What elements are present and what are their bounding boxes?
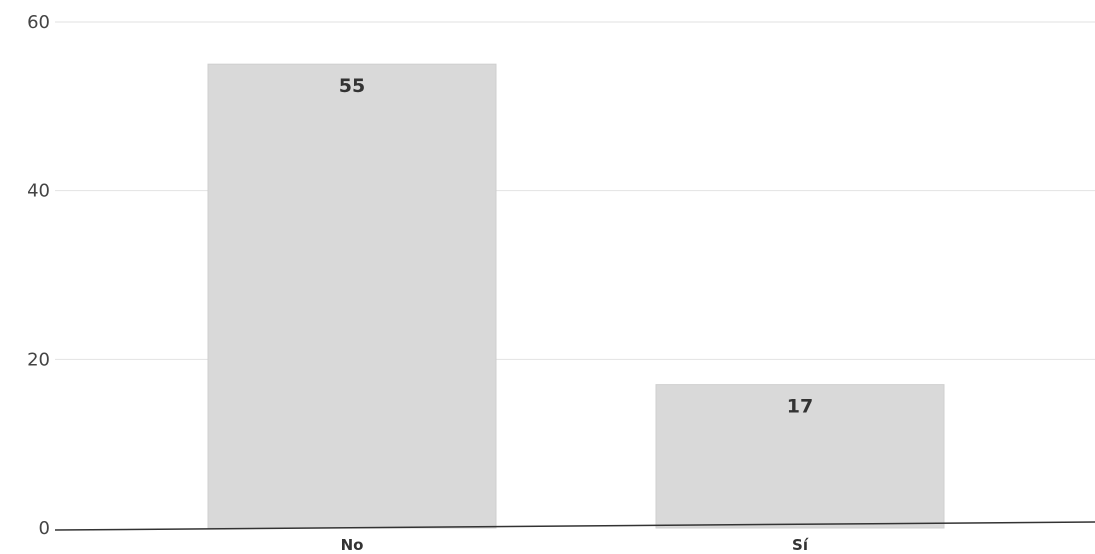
x-axis-categories: No Sí bbox=[341, 536, 809, 554]
data-labels: 55 17 bbox=[339, 75, 813, 417]
bars bbox=[207, 63, 945, 529]
y-tick-label-20: 20 bbox=[27, 349, 50, 370]
bar-no bbox=[207, 63, 497, 529]
y-axis-ticks: 0 20 40 60 bbox=[27, 12, 50, 539]
y-tick-label-60: 60 bbox=[27, 12, 50, 33]
x-axis-line bbox=[54, 521, 1095, 531]
x-category-label-sí: Sí bbox=[792, 536, 809, 554]
bar-sí bbox=[655, 384, 945, 529]
data-label-sí: 17 bbox=[787, 396, 813, 418]
y-tick-label-0: 0 bbox=[39, 518, 50, 539]
x-category-label-no: No bbox=[341, 536, 364, 554]
y-tick-label-40: 40 bbox=[27, 181, 50, 202]
data-label-no: 55 bbox=[339, 75, 365, 97]
x-axis bbox=[54, 521, 1095, 531]
